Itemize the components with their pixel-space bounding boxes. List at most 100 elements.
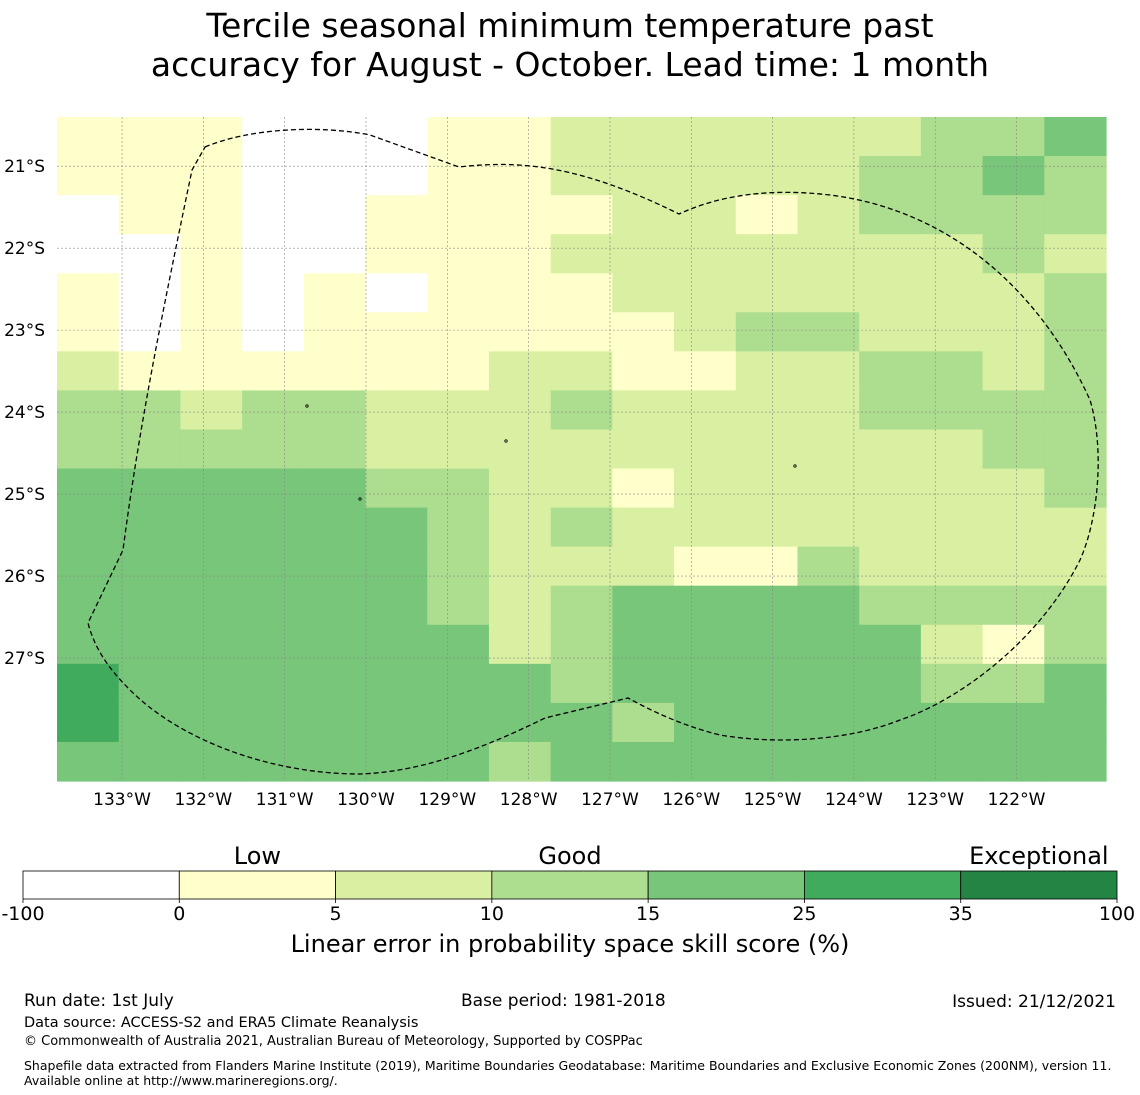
heatmap-cell [242,351,305,392]
colorbar: -100 0 5 10 15 25 35 100 [1,870,1135,925]
colorbar-tick-label: -100 [1,903,44,925]
heatmap-cell [735,390,799,431]
heatmap-cell [859,624,922,665]
heatmap-cell [920,546,984,587]
heatmap-cell [303,429,367,470]
heatmap-cell [982,117,1045,157]
heatmap-cell [365,312,428,352]
heatmap-cell [920,468,984,509]
heatmap-cell [920,702,984,743]
issued-date: Issued: 21/12/2021 [952,992,1116,1012]
heatmap-cell [303,585,367,626]
heatmap-cell [118,429,182,470]
heatmap-cell [1044,507,1107,548]
x-tick-label: 122°W [988,790,1046,810]
heatmap-cell [612,351,675,392]
heatmap-cell [242,312,305,352]
heatmap-cell [57,273,120,313]
heatmap-cell [920,195,984,235]
heatmap-cell [735,702,799,743]
heatmap-cell [612,117,675,157]
data-source: Data source: ACCESS-S2 and ERA5 Climate … [24,1015,419,1031]
heatmap-cell [57,429,120,470]
base-period: Base period: 1981-2018 [461,991,666,1011]
heatmap-cell [674,351,737,392]
heatmap-cell [57,117,120,157]
heatmap-cell [797,312,860,352]
heatmap-cell [180,585,243,626]
heatmap-cell [859,234,922,274]
heatmap-cell [303,663,367,704]
heatmap-cell [550,663,613,704]
heatmap-cell [797,741,860,782]
heatmap-cell [1044,663,1107,704]
heatmap-cell [180,546,243,587]
heatmap-cell [57,351,120,392]
heatmap-cell [427,312,490,352]
heatmap-cell [180,702,243,743]
heatmap-cell [797,156,860,196]
legend-category-exceptional: Exceptional [969,842,1109,870]
heatmap-cell [674,663,737,704]
heatmap-cell [612,663,675,704]
colorbar-segment [178,870,336,900]
heatmap-cell [859,663,922,704]
heatmap-cell [303,273,367,313]
heatmap-cell [982,468,1045,509]
y-tick-label: 21°S [4,157,45,177]
heatmap-cell [242,585,305,626]
heatmap-cell [427,507,490,548]
heatmap-cell [797,663,860,704]
heatmap-cell [118,585,182,626]
x-tick-label: 123°W [906,790,964,810]
heatmap-cell [982,234,1045,274]
heatmap-cell [550,585,613,626]
heatmap-cell [1044,312,1107,352]
heatmap-cell [920,390,984,431]
heatmap-cell [674,390,737,431]
heatmap-cell [550,429,613,470]
heatmap-cell [612,273,675,313]
heatmap-cell [982,741,1045,782]
x-tick-label: 128°W [500,790,558,810]
heatmap-cell [920,507,984,548]
heatmap-cell [488,390,552,431]
heatmap-cell [303,117,367,157]
heatmap-cell [365,117,428,157]
heatmap-cell [550,507,613,548]
island-marker [504,439,508,443]
heatmap-cell [859,312,922,352]
x-tick-label: 126°W [662,790,720,810]
x-tick-label: 130°W [337,790,395,810]
heatmap-cell [982,624,1045,665]
heatmap-cell [612,312,675,352]
heatmap-cell [365,624,428,665]
heatmap-cell [118,234,182,274]
heatmap-cell [488,156,552,196]
heatmap-cell [920,624,984,665]
heatmap-cell [57,156,120,196]
heatmap-cell [797,351,860,392]
heatmap-cell [488,585,552,626]
heatmap-cell [735,468,799,509]
heatmap-cell [797,195,860,235]
heatmap-cell [488,312,552,352]
heatmap-cell [1044,273,1107,313]
heatmap-cell [365,741,428,782]
heatmap-cell [180,273,243,313]
heatmap-cell [982,507,1045,548]
heatmap-cell [488,351,552,392]
heatmap-cell [612,468,675,509]
heatmap-cell [180,468,243,509]
island-marker [305,404,309,408]
heatmap-cell [1044,468,1107,509]
heatmap-cell [242,195,305,235]
heatmap-cell [118,663,182,704]
y-tick-label: 23°S [4,321,45,341]
heatmap-cell [427,351,490,392]
heatmap-cell [797,546,860,587]
heatmap-cell [303,624,367,665]
heatmap-cell [982,429,1045,470]
heatmap-cell [365,429,428,470]
